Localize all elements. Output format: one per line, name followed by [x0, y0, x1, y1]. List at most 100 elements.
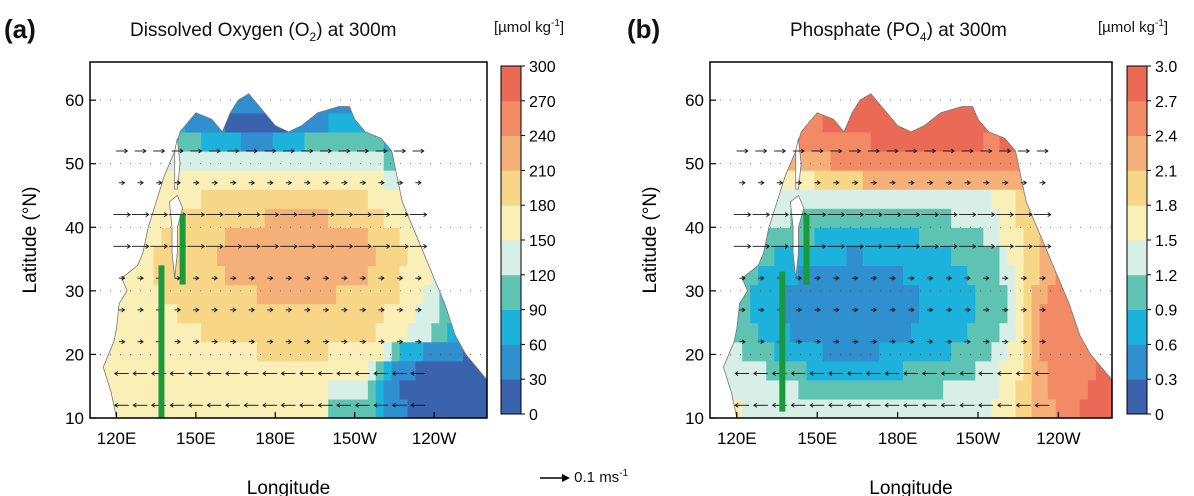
panel-b-colorbar-swatch	[1127, 379, 1147, 415]
panel-b-title-end: ) at 300m	[926, 20, 1007, 41]
panel-b-xtick-label: 180E	[878, 429, 918, 448]
panel-b-colorbar-swatch	[1127, 100, 1147, 136]
panel-a-colorbar-label: 0	[529, 407, 538, 424]
panel-a-xtick-label: 150W	[332, 429, 376, 448]
panel-b-colorbar-label: 2.7	[1155, 94, 1177, 111]
panel-a-colorbar-label: 90	[529, 303, 547, 320]
panel-a-colorbar-swatch	[501, 170, 521, 206]
panel-a-xtick-label: 120W	[412, 429, 456, 448]
panel-b-ytick-label: 40	[685, 218, 704, 237]
panel-a-ytick-label: 10	[65, 409, 84, 428]
panel-a-colorbar-swatch	[501, 379, 521, 415]
panel-b-colorbar-label: 0.3	[1155, 372, 1177, 389]
panel-a-colorbar-label: 150	[529, 233, 556, 250]
panel-a-colorbar-swatch	[501, 344, 521, 380]
panel-a-xtick-label: 150E	[176, 429, 216, 448]
panel-a-xlabel: Longitude	[247, 478, 330, 496]
panel-a-ylabel: Latitude (°N)	[20, 187, 41, 294]
panel-a-colorbar-swatch	[501, 274, 521, 310]
panel-b-title-sub: 4	[919, 29, 927, 44]
panel-a-colorbar-label: 300	[529, 59, 556, 76]
panel-b-xtick-label: 150W	[956, 429, 1000, 448]
scale-arrow-sup: -1	[619, 468, 629, 479]
scale-arrow-label: 0.1 ms	[574, 469, 620, 486]
panel-b-current-vectors	[733, 148, 1052, 408]
panel-b-field	[710, 93, 1112, 418]
panel-a-colorbar-label: 30	[529, 372, 547, 389]
panel-b-ylabel: Latitude (°N)	[640, 187, 661, 294]
panel-b-colorbar-swatch	[1127, 205, 1147, 241]
panel-a-xtick-label: 120E	[97, 429, 137, 448]
panel-a-unit-end: ]	[559, 19, 565, 36]
panel-b-colorbar-swatch	[1127, 135, 1147, 171]
panel-a-ytick-label: 20	[65, 345, 84, 364]
panel-b: 10 20 30 40 50 60 120E 150E 180E 150W 120W Longitud…	[640, 59, 1177, 496]
panel-a-colorbar: 0 30 60 90 120 150 180 210 240 270 300	[500, 59, 556, 424]
panel-a-colorbar-swatch	[501, 135, 521, 171]
panel-b-xtick-label: 120E	[717, 429, 757, 448]
panel-a-unit-sup: -1	[551, 18, 560, 29]
panel-b-title: Phosphate (PO4) at 300m	[790, 20, 1007, 44]
panel-a-island-1	[168, 194, 184, 279]
panel-b-colorbar-label: 2.1	[1155, 163, 1177, 180]
panel-b-ytick-label: 60	[685, 91, 704, 110]
panel-a-colorbar-label: 240	[529, 129, 556, 146]
panel-a-frame	[89, 61, 488, 419]
panel-a-colorbar-label: 60	[529, 337, 547, 354]
panel-b-xtick-label: 150E	[797, 429, 837, 448]
panel-b-title-main: Phosphate (PO	[790, 20, 920, 41]
panel-a-colorbar-swatch	[501, 240, 521, 276]
panel-a-xtick-label: 180E	[255, 429, 295, 448]
panel-a-coastline	[102, 93, 487, 418]
panel-b-colorbar-swatch	[1127, 240, 1147, 276]
panel-b-ytick-label: 10	[685, 409, 704, 428]
panel-b-frame	[709, 61, 1113, 419]
panel-b-xlabel: Longitude	[869, 478, 952, 496]
panel-b-ytick-label: 50	[685, 155, 704, 174]
panel-a-title-end: ) at 300m	[316, 20, 397, 41]
panel-a-colorbar-swatch	[501, 100, 521, 136]
panel-b-colorbar-label: 0	[1155, 407, 1164, 424]
panel-b-colorbar-label: 1.5	[1155, 233, 1177, 250]
panel-b-unit: [µmol kg-1]	[1098, 18, 1168, 36]
panel-a-colorbar-label: 270	[529, 94, 556, 111]
panel-a: 10 20 30 40 50 60 120E 150E 180E 150W 120W Longitud…	[20, 59, 556, 496]
panel-b-colorbar-label: 1.8	[1155, 198, 1177, 215]
panel-b-unit-end: ]	[1163, 19, 1169, 36]
panel-b-colorbar-swatch	[1127, 309, 1147, 345]
panel-b-coastline	[722, 93, 1112, 418]
panel-a-ytick-label: 40	[65, 218, 84, 237]
panel-b-colorbar-label: 0.9	[1155, 303, 1177, 320]
panel-a-title: Dissolved Oxygen (O2) at 300m	[130, 20, 396, 44]
scale-arrow-icon	[540, 470, 570, 487]
panel-b-colorbar: 0 0.3 0.6 0.9 1.2 1.5 1.8 2.1 2.4 2.7 3.0	[1126, 59, 1177, 424]
panel-a-ytick-label: 60	[65, 91, 84, 110]
panel-b-ytick-label: 30	[685, 282, 704, 301]
panel-b-ytick-label: 20	[685, 345, 704, 364]
panel-b-unit-main: [µmol kg	[1098, 19, 1155, 36]
panel-a-colorbar-label: 120	[529, 268, 556, 285]
panel-b-letter: (b)	[627, 14, 661, 44]
panel-b-xtick-label: 120W	[1036, 429, 1080, 448]
panel-a-title-main: Dissolved Oxygen (O	[130, 20, 310, 41]
panel-a-title-sub: 2	[309, 29, 317, 44]
panel-a-colorbar-label: 180	[529, 198, 556, 215]
panel-a-letter: (a)	[4, 14, 36, 44]
panel-a-ytick-label: 50	[65, 155, 84, 174]
panel-a-colorbar-swatch	[501, 309, 521, 345]
panel-a-field	[90, 93, 487, 418]
panel-b-colorbar-swatch	[1127, 344, 1147, 380]
panel-b-colorbar-label: 1.2	[1155, 268, 1177, 285]
panel-a-unit: [µmol kg-1]	[494, 18, 564, 36]
panel-a-colorbar-label: 210	[529, 163, 556, 180]
panel-b-colorbar-label: 0.6	[1155, 337, 1177, 354]
panel-a-colorbar-swatch	[501, 66, 521, 102]
panel-b-colorbar-swatch	[1127, 274, 1147, 310]
panel-b-colorbar-label: 3.0	[1155, 59, 1177, 76]
panel-a-unit-main: [µmol kg	[494, 19, 551, 36]
panel-b-colorbar-label: 2.4	[1155, 129, 1177, 146]
scale-arrow-reference: 0.1 ms-1	[540, 468, 628, 487]
panel-b-colorbar-swatch	[1127, 66, 1147, 102]
panel-b-island-1	[789, 194, 805, 279]
panel-b-unit-sup: -1	[1155, 18, 1164, 29]
